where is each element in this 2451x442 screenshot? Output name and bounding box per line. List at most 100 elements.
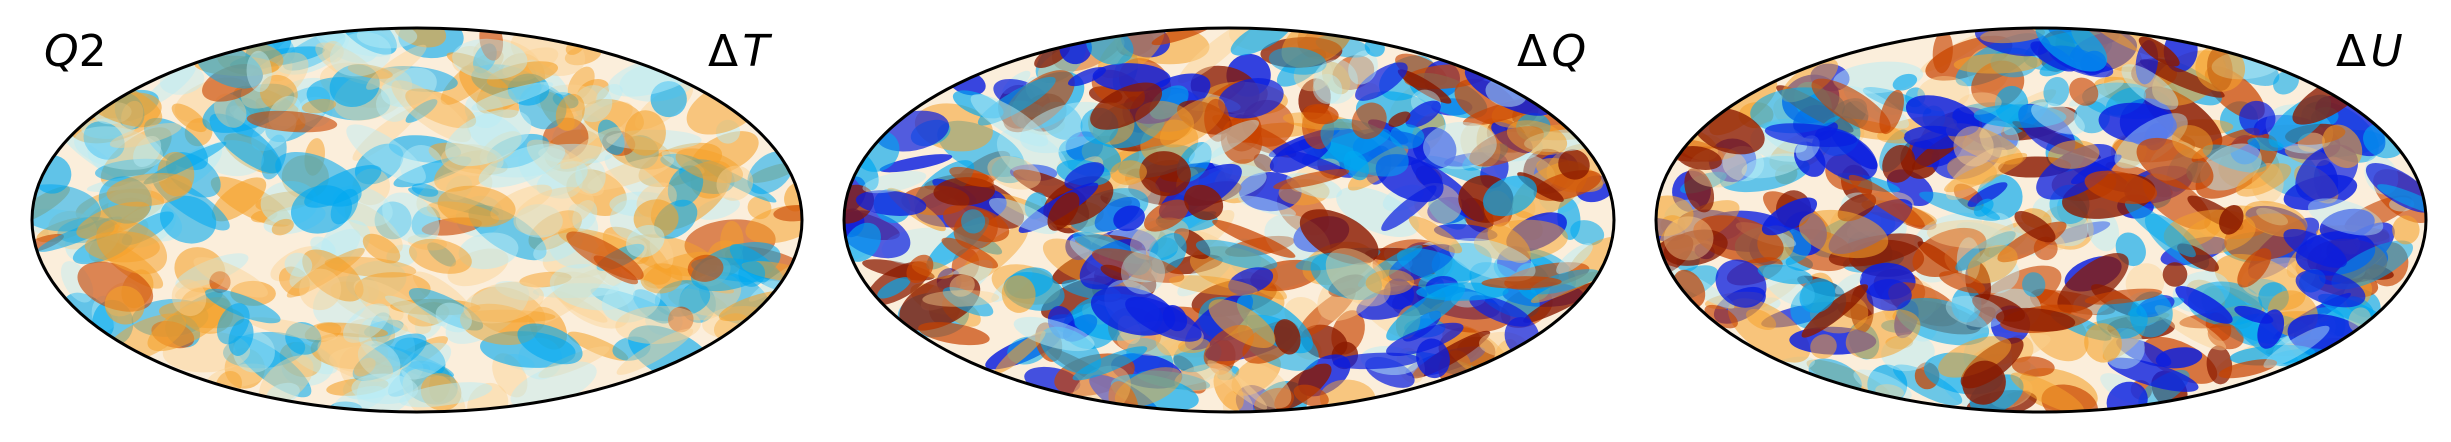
map-texture-blob (210, 176, 292, 227)
map-texture-blob (2295, 269, 2366, 308)
map-texture-blob (2043, 76, 2070, 107)
map-texture-blob (1389, 123, 1425, 149)
map-texture-blob (1416, 282, 1509, 301)
map-texture-blob (1365, 269, 1415, 296)
map-texture-blob (1204, 98, 1230, 142)
panel-title-delta-t: Δ T (708, 30, 769, 74)
map-texture-blob (1001, 275, 1036, 313)
map-texture-blob (941, 237, 999, 269)
map-texture-blob (399, 382, 493, 408)
map-texture-blob (2239, 100, 2276, 136)
map-texture-blob (1091, 248, 1185, 283)
map-texture-blob (1757, 264, 1813, 285)
map-texture-blob (1218, 78, 1284, 119)
map-texture-blob (1423, 121, 1497, 170)
map-texture-blob (2010, 372, 2084, 412)
map-texture-blob (486, 61, 558, 88)
map-texture-blob (1556, 243, 1593, 275)
map-texture-blob (2219, 204, 2244, 235)
map-texture-blob (2129, 291, 2173, 338)
map-texture-blob (2236, 163, 2292, 197)
title-var-u: U (2370, 26, 2403, 77)
map-texture-blob (1108, 381, 1139, 412)
map-texture-blob (1208, 299, 1276, 348)
map-texture-blob (435, 302, 472, 333)
map-texture-blob (668, 306, 694, 333)
map-outline-delta-t (30, 26, 804, 414)
map-texture-blob (76, 201, 151, 239)
map-texture-blob (987, 155, 1041, 190)
map-texture-blob (1973, 198, 1994, 217)
map-texture-blob (1348, 50, 1378, 85)
delta-symbol: Δ (708, 26, 739, 77)
map-texture-blob (1939, 271, 1986, 294)
map-texture-blob (362, 233, 401, 264)
map-texture-blob (784, 182, 802, 212)
map-texture-blob (1473, 219, 1568, 261)
map-texture-blob (877, 277, 911, 299)
panel-label-q2: Q2 (44, 30, 107, 74)
map-texture-blob (347, 63, 393, 79)
map-texture-blob (1253, 153, 1274, 172)
map-texture-blob (1064, 162, 1105, 190)
map-texture-blob (1853, 369, 1912, 401)
map-texture-blob (597, 119, 625, 155)
map-texture-blob (2283, 228, 2347, 268)
map-texture-blob (515, 204, 563, 238)
map-texture-blob (391, 80, 471, 143)
map-texture-blob (922, 290, 1000, 307)
map-texture-blob (1905, 95, 1980, 137)
map-texture-blob (1396, 248, 1472, 285)
map-texture-blob (1558, 149, 1590, 180)
map-texture-blob (1953, 126, 1994, 167)
map-texture-blob (2243, 200, 2308, 238)
map-outline-delta-u (1654, 26, 2428, 414)
map-texture-blob (1177, 28, 1254, 84)
delta-symbol: Δ (1517, 26, 1548, 77)
map-texture-blob (1811, 78, 1891, 134)
map-texture-blob (209, 113, 282, 174)
map-texture-blob (366, 44, 427, 90)
map-texture-blob (1408, 216, 1463, 254)
map-texture-blob (1100, 264, 1130, 281)
map-texture-blob (2207, 322, 2244, 350)
map-texture-blob (259, 355, 314, 405)
title-var-q: Q (1551, 26, 1587, 77)
map-texture-blob (1663, 229, 1728, 266)
map-outline-delta-q (842, 26, 1616, 414)
map-texture-blob (2011, 356, 2055, 377)
map-texture-blob (353, 357, 376, 377)
map-texture-blob (1047, 192, 1080, 231)
map-texture-blob (32, 233, 64, 255)
map-texture-blob (1428, 197, 1467, 230)
map-texture-blob (2195, 44, 2246, 92)
map-texture-blob (1996, 307, 2076, 332)
map-texture-blob (2257, 309, 2285, 349)
map-texture-blob (1523, 281, 1602, 323)
map-texture-blob (918, 322, 990, 346)
map-texture-blob (587, 156, 675, 191)
map-texture-blob (1188, 119, 1260, 164)
map-texture-blob (175, 253, 249, 289)
map-texture-blob (949, 166, 994, 188)
map-texture-blob (1892, 73, 1918, 91)
panel-title-delta-u: Δ U (2336, 30, 2403, 74)
map-texture-blob (109, 123, 182, 148)
map-texture-blob (1230, 28, 1293, 56)
map-texture-blob (2218, 359, 2278, 379)
map-texture-blob (527, 267, 608, 327)
map-texture-blob (1810, 334, 1837, 359)
map-texture-blob (1967, 182, 2008, 207)
map-texture-blob (1293, 384, 1329, 408)
map-texture-blob (2022, 272, 2046, 297)
map-texture-blob (2047, 140, 2100, 169)
map-texture-blob (106, 173, 193, 207)
map-texture-blob (2162, 262, 2188, 287)
map-texture-blob (1448, 237, 1536, 282)
map-texture-blob (1798, 209, 1889, 259)
map-texture-blob (855, 190, 927, 216)
map-texture-blob (1944, 152, 2028, 193)
map-texture-blob (1530, 269, 1600, 295)
map-texture-blob (1090, 82, 1163, 130)
map-texture-blob (566, 231, 644, 281)
